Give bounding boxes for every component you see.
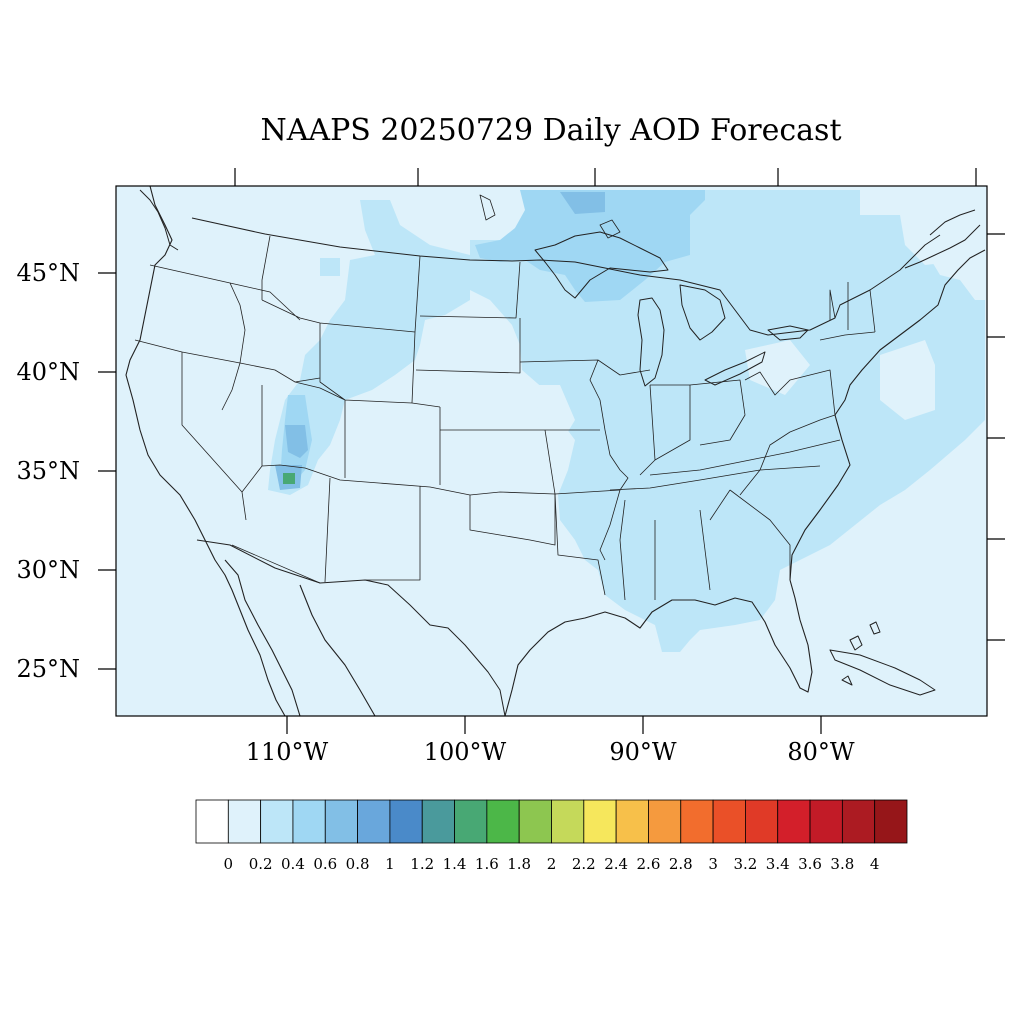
aod-field — [268, 190, 985, 652]
map-panel: 45°N 40°N 35°N 30°N 25°N 110°W 100°W 90°… — [16, 168, 1005, 766]
colorbar-tick-label: 1.8 — [507, 855, 531, 873]
lat-label-45: 45°N — [16, 259, 80, 287]
map-title: NAAPS 20250729 Daily AOD Forecast — [260, 113, 841, 148]
colorbar-swatch — [389, 799, 423, 844]
aod-clear-new-england — [905, 215, 975, 265]
mexico-border — [196, 539, 506, 716]
colorbar-swatch — [421, 799, 455, 844]
lon-label-80: 80°W — [787, 738, 855, 766]
colorbar-swatch — [518, 799, 552, 844]
colorbar-swatch — [551, 799, 585, 844]
longitude-labels: 110°W 100°W 90°W 80°W — [246, 738, 855, 766]
state-lines-east — [519, 282, 876, 601]
colorbar-swatch — [583, 799, 617, 844]
aod-clear-mid-atlantic — [880, 340, 935, 420]
atlantic-coastline — [789, 249, 986, 581]
bahamas — [841, 621, 881, 686]
colorbar-swatch — [712, 799, 746, 844]
coastline-and-boundaries — [125, 186, 986, 716]
aod-region-west-plume — [268, 200, 470, 495]
colorbar-swatches — [195, 799, 908, 844]
colorbar-tick-label: 1.2 — [410, 855, 434, 873]
maritimes-coast — [904, 209, 981, 269]
colorbar-tick-label: 2.4 — [604, 855, 628, 873]
colorbar-swatch — [874, 799, 908, 844]
colorbar-tick-label: 3.2 — [733, 855, 757, 873]
aod-region-great-lakes — [475, 190, 705, 302]
colorbar-swatch — [324, 799, 358, 844]
colorbar-tick-label: 3.8 — [830, 855, 854, 873]
colorbar-swatch — [454, 799, 488, 844]
colorbar-swatch — [841, 799, 876, 844]
colorbar-tick-label: 2.2 — [572, 855, 596, 873]
colorbar-tick-label: 0 — [224, 855, 234, 873]
aod-region-east — [470, 190, 985, 652]
latitude-labels: 45°N 40°N 35°N 30°N 25°N — [16, 259, 80, 683]
colorbar-tick-label: 0.8 — [346, 855, 370, 873]
bc-coast — [139, 189, 179, 251]
gulf-of-california-coast — [224, 559, 301, 716]
lat-label-35: 35°N — [16, 457, 80, 485]
colorbar-swatch — [195, 799, 229, 844]
colorbar-tick-label: 2.8 — [669, 855, 693, 873]
map-frame — [115, 185, 988, 717]
aod-region-peak — [283, 473, 295, 484]
mexico-pacific-coast — [299, 584, 376, 716]
colorbar-tick-label: 0.6 — [313, 855, 337, 873]
colorbar-tick-label: 1 — [385, 855, 395, 873]
ontario-lakes — [479, 194, 621, 239]
lake-ontario — [767, 325, 809, 341]
lake-superior — [534, 231, 669, 299]
aod-region-montana — [320, 258, 340, 276]
colorbar-tick-label: 3 — [708, 855, 718, 873]
pacific-coastline — [125, 186, 286, 716]
colorbar-tick-label: 1.4 — [443, 855, 467, 873]
colorbar-tick-labels: 0 0.2 0.4 0.6 0.8 1 1.2 1.4 1.6 1.8 2 2.2 2.4 2.6 2.8 3… — [224, 855, 880, 873]
aod-region-utah-6 — [285, 425, 308, 458]
colorbar-tick-label: 2.6 — [637, 855, 661, 873]
colorbar-swatch — [777, 799, 811, 844]
cuba-coast — [829, 649, 936, 696]
colorbar-swatch — [648, 799, 682, 844]
colorbar-tick-label: 0.4 — [281, 855, 305, 873]
lat-label-30: 30°N — [16, 556, 80, 584]
colorbar-tick-label: 2 — [547, 855, 557, 873]
colorbar-tick-label: 0.2 — [249, 855, 273, 873]
aod-region-alabama — [668, 520, 688, 560]
colorbar: 0 0.2 0.4 0.6 0.8 1 1.2 1.4 1.6 1.8 2 2.2 2.4 2.6 2.8 3… — [195, 799, 908, 873]
lake-michigan — [637, 297, 665, 387]
colorbar-tick-label: 4 — [870, 855, 880, 873]
state-lines-west — [134, 235, 621, 584]
lon-label-110: 110°W — [246, 738, 329, 766]
colorbar-swatch — [680, 799, 714, 844]
colorbar-swatch — [615, 799, 649, 844]
colorbar-swatch — [745, 799, 779, 844]
colorbar-tick-label: 1.6 — [475, 855, 499, 873]
colorbar-swatch — [809, 799, 843, 844]
canada-border — [191, 217, 941, 336]
lat-label-25: 25°N — [16, 655, 80, 683]
lake-erie — [704, 351, 766, 386]
lat-label-40: 40°N — [16, 358, 80, 386]
gulf-coastline — [504, 579, 813, 716]
lon-label-90: 90°W — [609, 738, 677, 766]
lon-label-100: 100°W — [424, 738, 507, 766]
colorbar-tick-label: 3.4 — [766, 855, 790, 873]
colorbar-swatch — [292, 799, 326, 844]
colorbar-swatch — [486, 799, 520, 844]
colorbar-swatch — [227, 799, 262, 844]
axis-ticks — [98, 168, 1005, 734]
colorbar-swatch — [260, 799, 294, 844]
aod-region-superior — [560, 192, 605, 214]
colorbar-swatch — [357, 799, 391, 844]
colorbar-tick-label: 3.6 — [798, 855, 822, 873]
lake-huron — [679, 284, 726, 341]
